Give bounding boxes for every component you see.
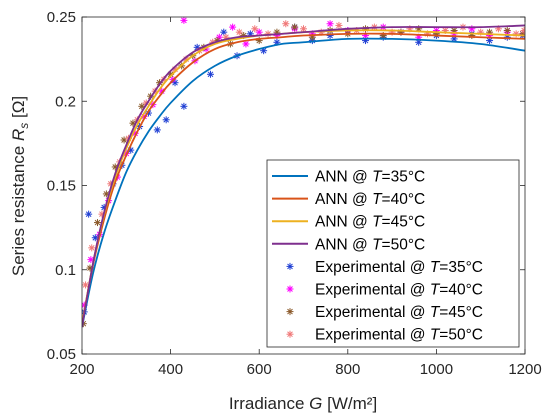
legend-label: Experimental @ T=40°C (315, 282, 483, 299)
y-tick-label: 0.15 (47, 178, 76, 195)
legend-label: ANN @ T=45°C (315, 214, 425, 231)
legend-label: ANN @ T=50°C (315, 236, 425, 253)
series-line (82, 32, 525, 324)
legend-item: Experimental @ T=35°C (286, 259, 483, 276)
data-point (162, 116, 170, 124)
data-point (215, 33, 223, 41)
series-line (82, 29, 525, 326)
data-point (180, 102, 188, 110)
x-axis-label: Irradiance G [W/m²] (229, 394, 377, 413)
x-tick-label: 1200 (508, 361, 541, 378)
legend-label: ANN @ T=40°C (315, 191, 425, 208)
legend-marker-swatch (286, 308, 294, 316)
x-tick-label: 600 (247, 361, 272, 378)
y-axis-label: Series resistance Rs [Ω] (9, 96, 31, 276)
legend-label: ANN @ T=35°C (315, 169, 425, 186)
x-axis-label-text: Irradiance (229, 394, 305, 413)
data-point (82, 281, 90, 289)
legend-items: ANN @ T=35°C ANN @ T=40°C ANN @ T=45°C ANN … (272, 169, 483, 344)
legend-item: ANN @ T=35°C (272, 169, 425, 186)
series-layer (82, 17, 525, 328)
y-tick-label: 0.1 (55, 262, 76, 279)
legend-label: Experimental @ T=35°C (315, 259, 483, 276)
legend-item: Experimental @ T=50°C (286, 327, 483, 344)
data-point (251, 25, 259, 33)
data-point (91, 234, 99, 242)
legend-item: ANN @ T=50°C (272, 236, 425, 253)
data-point (94, 219, 102, 227)
x-axis-unit: [W/m²] (327, 394, 377, 413)
legend-item: Experimental @ T=45°C (286, 304, 483, 321)
ticks-layer: 200 400 600 800 1000 1200 0.05 0.1 0.15 0.2 0.25 (47, 9, 542, 378)
series-line (82, 37, 525, 328)
legend-marker-swatch (286, 262, 294, 270)
y-tick-label: 0.25 (47, 9, 76, 26)
legend-marker-swatch (286, 285, 294, 293)
data-point (282, 20, 290, 28)
data-point (255, 28, 263, 36)
y-axis-unit: [Ω] (9, 96, 28, 118)
x-axis-variable: G (309, 394, 322, 413)
data-point (88, 244, 96, 252)
data-point (242, 40, 250, 48)
data-point (503, 26, 511, 34)
data-point (335, 21, 343, 29)
data-point (326, 20, 334, 28)
y-axis-variable: R (9, 129, 28, 141)
data-point (180, 17, 188, 24)
legend-marker-swatch (286, 330, 294, 338)
x-tick-label: 1000 (420, 361, 453, 378)
data-point (85, 210, 93, 218)
x-tick-label: 400 (158, 361, 183, 378)
data-point (206, 70, 214, 78)
legend-label: Experimental @ T=50°C (315, 327, 483, 344)
legend: ANN @ T=35°C ANN @ T=40°C ANN @ T=45°C ANN … (266, 159, 520, 348)
x-tick-label: 800 (335, 361, 360, 378)
data-point (520, 26, 525, 34)
data-point (486, 37, 494, 45)
data-point (291, 23, 299, 31)
y-tick-label: 0.2 (55, 93, 76, 110)
series-line (82, 24, 525, 328)
data-point (235, 28, 243, 36)
legend-item: Experimental @ T=40°C (286, 282, 483, 299)
data-point (229, 23, 237, 31)
y-axis-label-text: Series resistance (9, 146, 28, 276)
y-axis-subscript: s (17, 123, 31, 129)
legend-item: ANN @ T=40°C (272, 191, 425, 208)
data-point (512, 30, 520, 38)
legend-label: Experimental @ T=45°C (315, 304, 483, 321)
data-point (153, 126, 161, 134)
legend-item: ANN @ T=45°C (272, 214, 425, 231)
data-point (300, 25, 307, 33)
legend-box (266, 159, 520, 348)
y-tick-label: 0.05 (47, 346, 76, 363)
x-tick-label: 200 (69, 361, 94, 378)
